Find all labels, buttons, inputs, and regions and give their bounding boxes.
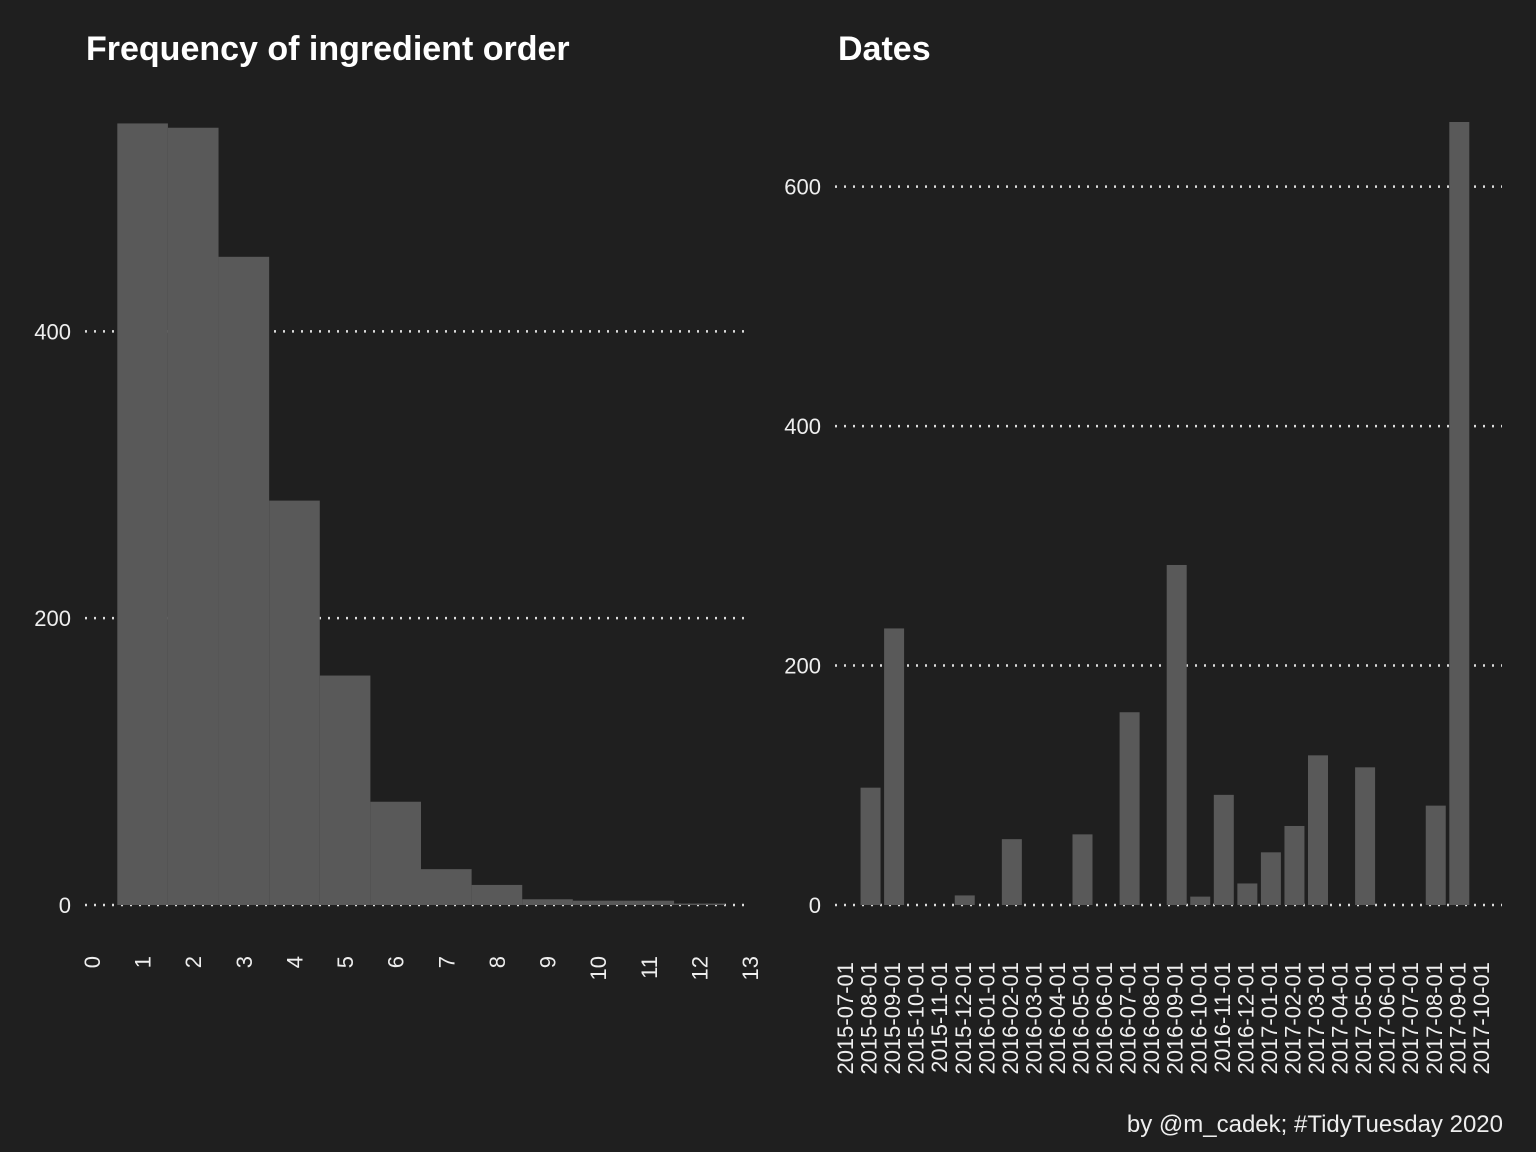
bar <box>218 256 270 905</box>
x-tick-label: 5 <box>333 956 358 968</box>
x-tick-label: 2015-10-01 <box>904 962 929 1075</box>
x-tick-label: 2015-07-01 <box>833 962 858 1075</box>
x-tick-label: 2017-09-01 <box>1445 962 1470 1075</box>
x-tick-label: 2017-04-01 <box>1328 962 1353 1075</box>
y-tick-label: 200 <box>34 606 71 631</box>
bar <box>623 900 675 905</box>
bar <box>1001 839 1022 905</box>
bar <box>117 123 168 905</box>
bar <box>319 675 371 905</box>
bar <box>1425 805 1446 905</box>
x-tick-label: 2015-11-01 <box>927 962 952 1073</box>
bar <box>1308 755 1328 905</box>
x-tick-label: 2017-05-01 <box>1351 962 1376 1075</box>
x-tick-label: 7 <box>434 956 459 968</box>
bar <box>1237 883 1258 905</box>
bar <box>1284 825 1305 905</box>
bar <box>1166 564 1187 905</box>
x-tick-label: 2017-07-01 <box>1398 962 1423 1075</box>
bar <box>421 869 472 905</box>
bar <box>884 628 905 905</box>
y-tick-label: 0 <box>809 893 821 918</box>
x-tick-label: 2016-03-01 <box>1021 962 1046 1075</box>
x-tick-label: 6 <box>384 956 409 968</box>
x-tick-label: 2016-06-01 <box>1092 962 1117 1075</box>
chart-title: Frequency of ingredient order <box>86 30 570 68</box>
bar <box>471 884 523 905</box>
x-tick-label: 2 <box>181 956 206 968</box>
x-tick-label: 2016-05-01 <box>1069 962 1094 1075</box>
x-tick-label: 2017-02-01 <box>1280 962 1305 1075</box>
x-tick-label: 2017-06-01 <box>1375 962 1400 1075</box>
bar <box>167 127 219 905</box>
bar <box>1190 896 1211 905</box>
x-tick-label: 10 <box>586 956 611 980</box>
bar <box>674 903 725 905</box>
x-tick-label: 11 <box>637 956 662 979</box>
x-tick-label: 2015-09-01 <box>880 962 905 1075</box>
bar <box>572 900 624 905</box>
x-tick-label: 2016-07-01 <box>1116 962 1141 1075</box>
y-tick-label: 200 <box>784 654 821 679</box>
bar <box>1119 712 1140 905</box>
x-tick-label: 2016-12-01 <box>1233 962 1258 1075</box>
y-tick-label: 400 <box>784 414 821 439</box>
x-tick-label: 2015-08-01 <box>857 962 882 1075</box>
bar <box>522 899 573 905</box>
x-tick-label: 2016-02-01 <box>998 962 1023 1075</box>
x-tick-label: 3 <box>232 956 257 968</box>
x-tick-label: 2016-01-01 <box>974 962 999 1075</box>
bar <box>269 500 320 905</box>
x-tick-label: 13 <box>738 956 763 980</box>
y-tick-label: 600 <box>784 175 821 200</box>
x-tick-label: 2017-03-01 <box>1304 962 1329 1075</box>
y-tick-label: 400 <box>34 319 71 344</box>
x-tick-label: 2017-10-01 <box>1469 962 1494 1075</box>
bar <box>860 787 881 905</box>
chart-title: Dates <box>838 30 931 68</box>
x-tick-label: 2016-11-01 <box>1210 962 1235 1073</box>
x-tick-label: 2016-08-01 <box>1139 962 1164 1075</box>
x-tick-label: 8 <box>485 956 510 968</box>
x-tick-label: 1 <box>131 956 156 968</box>
x-tick-label: 2016-10-01 <box>1186 962 1211 1075</box>
bar <box>1355 767 1376 905</box>
x-tick-label: 2015-12-01 <box>951 962 976 1075</box>
y-tick-label: 0 <box>59 893 71 918</box>
bar <box>1072 834 1093 905</box>
x-tick-label: 0 <box>80 956 105 968</box>
bar <box>370 801 421 905</box>
x-tick-label: 2017-01-01 <box>1257 962 1282 1075</box>
x-tick-label: 4 <box>282 956 307 968</box>
bar <box>1260 852 1281 905</box>
bar <box>954 895 975 905</box>
x-tick-label: 2017-08-01 <box>1422 962 1447 1075</box>
bar <box>1449 122 1470 905</box>
x-tick-label: 9 <box>536 956 561 968</box>
bar <box>1213 794 1234 905</box>
x-tick-label: 12 <box>687 956 712 980</box>
x-tick-label: 2016-04-01 <box>1045 962 1070 1075</box>
x-tick-label: 2016-09-01 <box>1163 962 1188 1075</box>
caption: by @m_cadek; #TidyTuesday 2020 <box>1127 1111 1503 1138</box>
